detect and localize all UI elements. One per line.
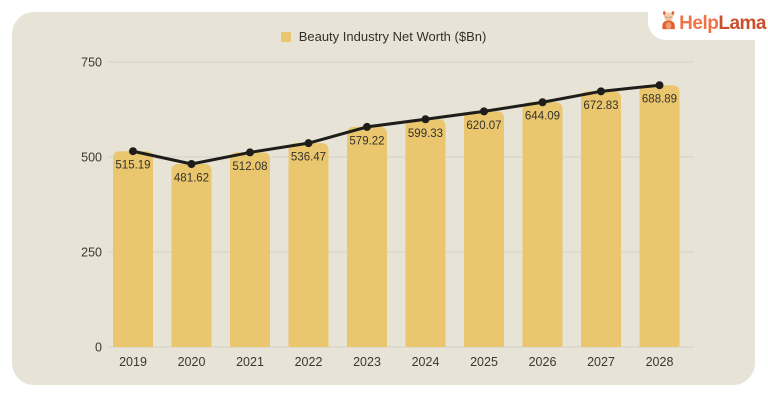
llama-mascot-icon	[662, 11, 675, 30]
marker-2021	[246, 148, 254, 157]
bar-2025	[464, 111, 504, 347]
value-label-2025: 620.07	[466, 120, 501, 132]
bar-2020	[171, 163, 212, 347]
brand-text-lama: Lama	[718, 12, 766, 34]
x-tick-label-2023: 2023	[353, 355, 381, 369]
value-label-2026: 644.09	[525, 111, 560, 123]
bar-2028	[639, 85, 680, 347]
marker-2019	[129, 147, 137, 156]
legend-label: Beauty Industry Net Worth ($Bn)	[298, 29, 487, 44]
marker-2028	[655, 81, 664, 90]
value-label-2019: 515.19	[115, 160, 150, 172]
y-tick-label: 500	[81, 151, 102, 165]
value-label-2028: 688.89	[642, 94, 677, 106]
legend-swatch	[280, 31, 291, 42]
chart-legend: Beauty Industry Net Worth ($Bn)	[12, 29, 755, 44]
marker-2023	[363, 122, 371, 131]
y-tick-label: 250	[81, 246, 102, 260]
value-label-2021: 512.08	[232, 161, 267, 173]
trend-line	[131, 83, 661, 166]
value-label-2024: 599.33	[408, 128, 443, 140]
bar-2026	[522, 102, 563, 348]
x-tick-label-2025: 2025	[470, 355, 498, 369]
x-tick-label-2022: 2022	[295, 355, 323, 369]
bar-2027	[581, 91, 621, 347]
x-tick-label-2020: 2020	[178, 355, 206, 369]
x-tick-label-2028: 2028	[646, 355, 674, 369]
marker-2020	[187, 159, 196, 168]
bar-2019	[113, 151, 153, 347]
x-tick-label-2019: 2019	[119, 355, 147, 369]
marker-2024	[421, 115, 430, 124]
x-tick-label-2026: 2026	[529, 355, 557, 369]
y-tick-label: 750	[81, 56, 102, 70]
bar-2022	[288, 143, 329, 347]
x-tick-label-2024: 2024	[412, 355, 440, 369]
marker-2025	[480, 107, 488, 116]
bar-2021	[230, 152, 270, 347]
helplama-logo: Help Lama	[660, 2, 766, 38]
bar-2023	[347, 126, 387, 348]
value-label-2023: 579.22	[349, 135, 384, 147]
marker-2026	[538, 98, 547, 107]
value-label-2020: 481.62	[174, 172, 209, 184]
y-tick-label: 0	[95, 341, 102, 355]
x-tick-label-2027: 2027	[587, 355, 615, 369]
brand-text-help: Help	[679, 12, 719, 34]
marker-2022	[304, 139, 313, 148]
marker-2027	[597, 87, 605, 96]
bar-2024	[405, 119, 446, 347]
value-label-2022: 536.47	[291, 152, 326, 164]
x-tick-label-2021: 2021	[236, 355, 264, 369]
value-label-2027: 672.83	[583, 100, 618, 112]
